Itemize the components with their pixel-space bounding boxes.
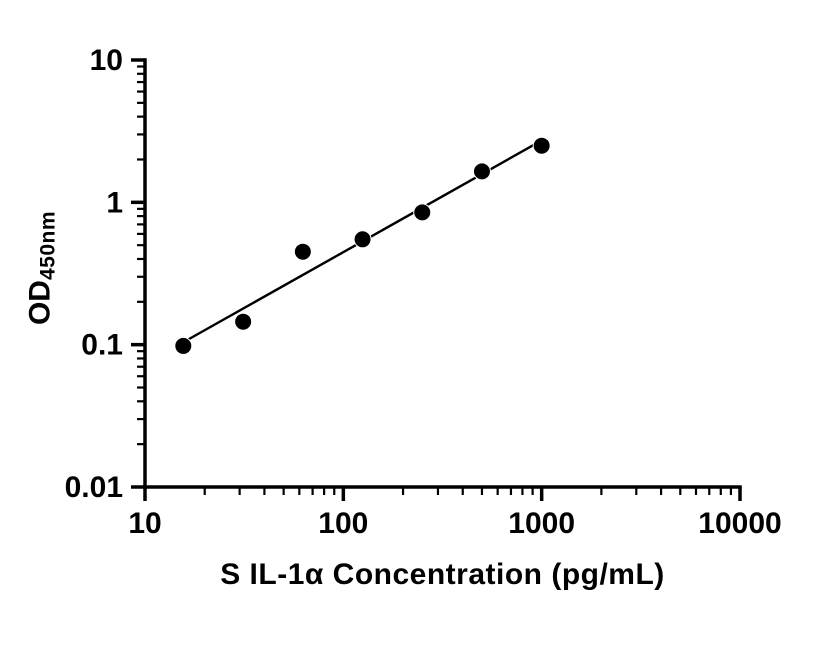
data-point <box>472 162 491 181</box>
data-point <box>413 203 432 222</box>
data-point <box>353 230 372 249</box>
x-tick-label: 10 <box>128 507 161 540</box>
y-tick-label: 0.1 <box>81 329 123 362</box>
data-point <box>174 336 193 355</box>
y-axis-title-main: OD <box>23 280 57 326</box>
y-axis-title: OD450nm <box>24 211 61 325</box>
data-point <box>532 136 551 155</box>
y-axis-title-subscript: 450nm <box>36 210 60 281</box>
y-tick-label: 10 <box>90 44 123 77</box>
data-point <box>293 242 312 261</box>
x-axis-title: S IL-1α Concentration (pg/mL) <box>220 558 665 591</box>
y-tick-label: 0.01 <box>65 471 123 504</box>
data-point <box>234 312 253 331</box>
x-tick-label: 100 <box>318 507 368 540</box>
x-tick-label: 10000 <box>698 507 781 540</box>
y-tick-label: 1 <box>106 186 123 219</box>
axis-spines <box>143 58 742 489</box>
x-tick-label: 1000 <box>508 507 575 540</box>
